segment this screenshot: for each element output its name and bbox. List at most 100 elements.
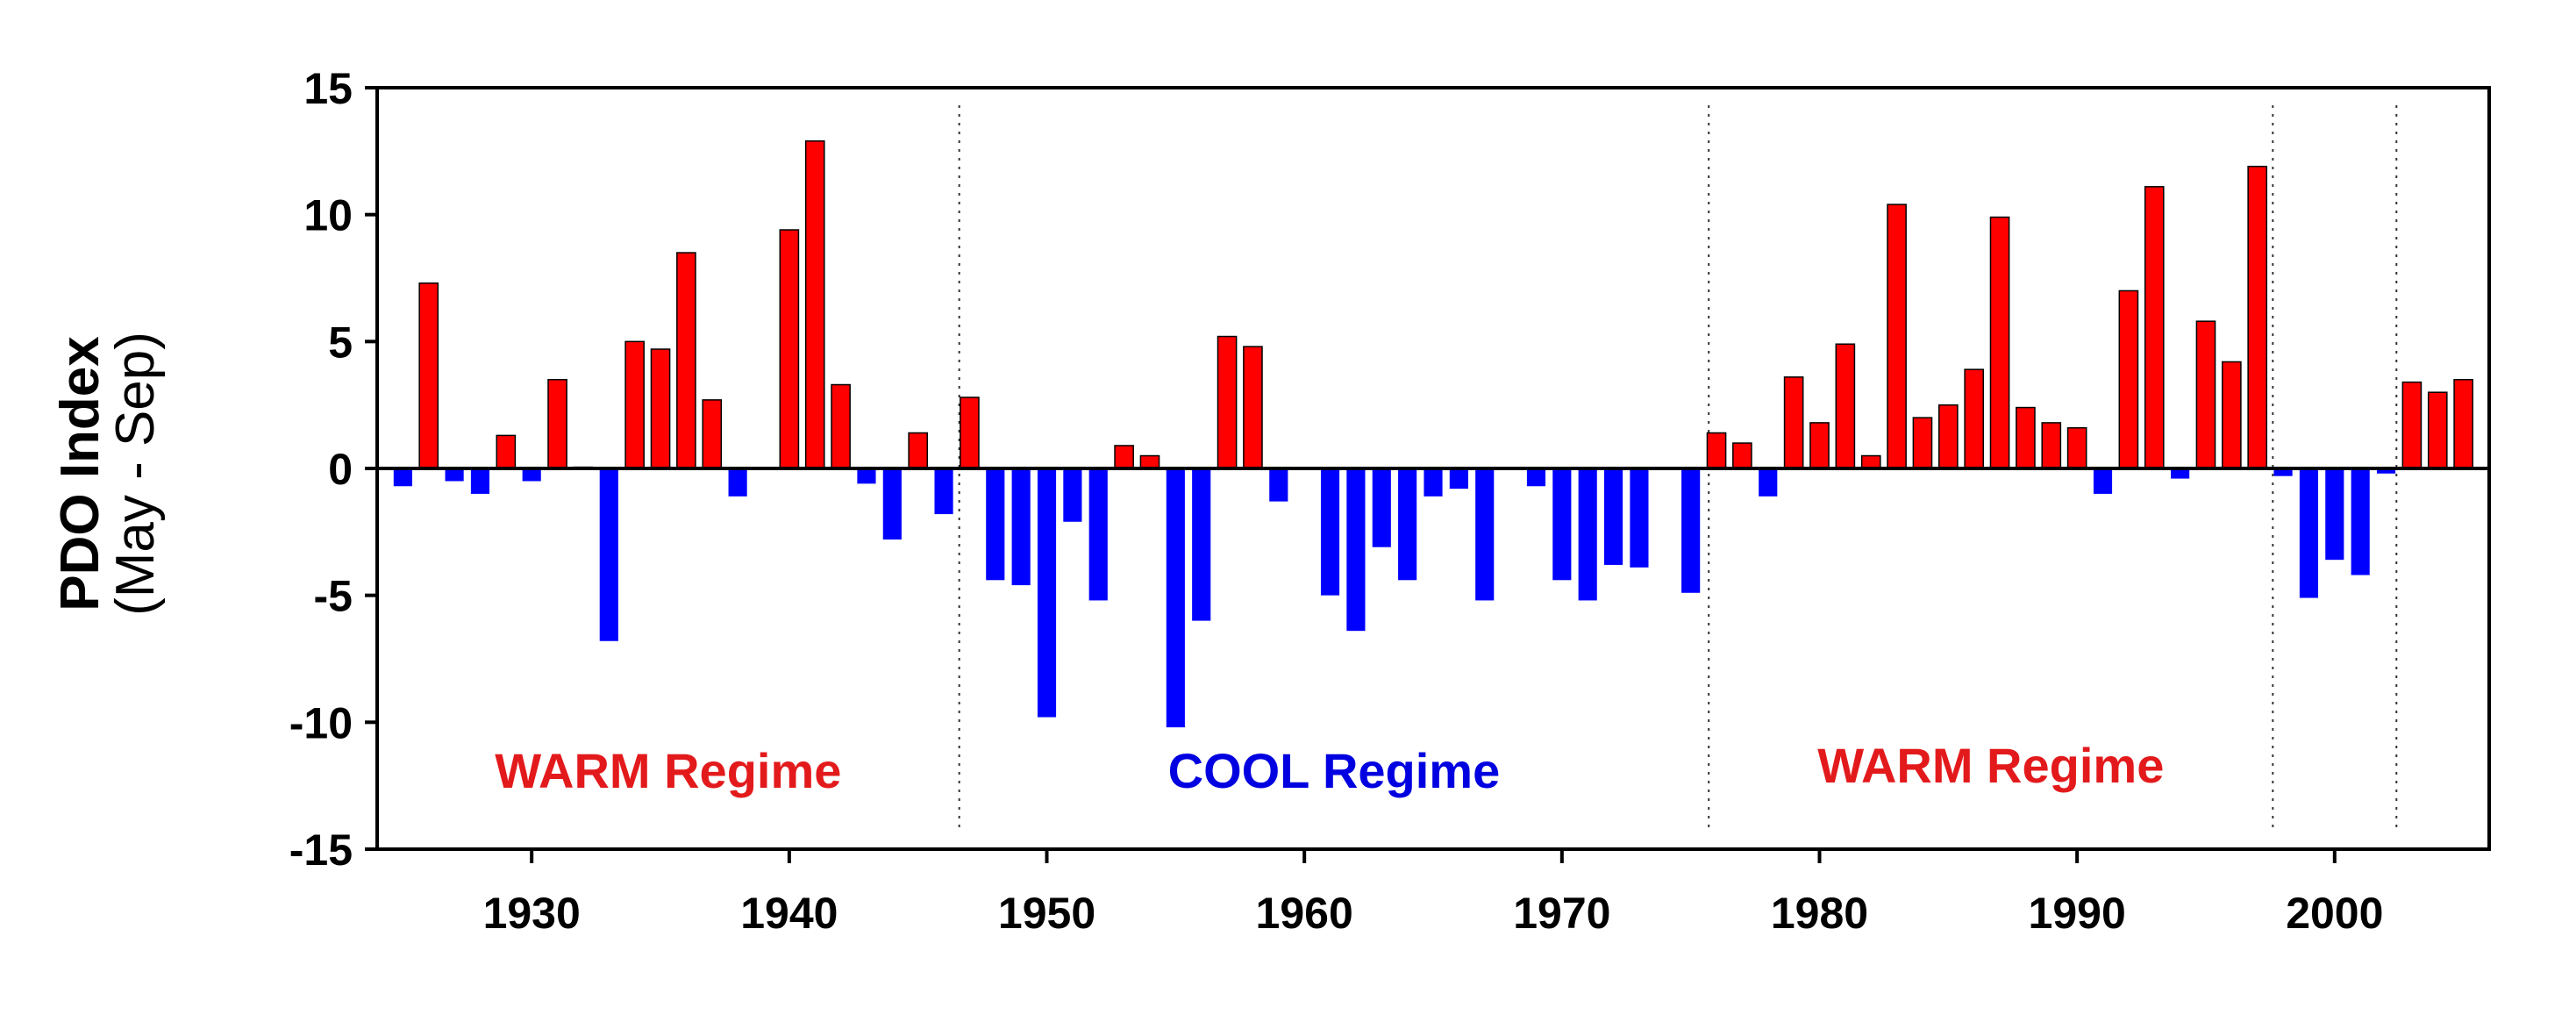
bar-2003: [2401, 381, 2423, 469]
bar-1979: [1783, 376, 1804, 469]
bar-1925: [393, 468, 412, 487]
bar-2005: [2453, 378, 2473, 469]
x-axis-ticks: 1930 1940 1950 1960 1970 1980 1990 2000: [483, 849, 2383, 938]
bar-1946: [934, 468, 953, 515]
bar-1971: [1578, 468, 1597, 601]
bar-1970: [1552, 468, 1572, 581]
bar-1957: [1217, 335, 1238, 469]
bar-1926: [418, 282, 439, 469]
bar-1993: [2144, 186, 2165, 469]
bar-1940: [779, 229, 800, 469]
bar-1990: [2066, 426, 2087, 469]
bar-1997: [2247, 165, 2268, 469]
bar-1959: [1269, 468, 1288, 502]
x-tick-label: 1950: [998, 889, 1095, 938]
bar-1953: [1114, 445, 1134, 469]
y-tick-label: 0: [328, 445, 353, 494]
bar-1992: [2118, 289, 2139, 469]
bar-1984: [1912, 417, 1933, 469]
bar-1936: [676, 252, 696, 469]
y-tick-label: -15: [289, 825, 353, 875]
x-tick-label: 1990: [2029, 889, 2126, 938]
bar-1958: [1243, 346, 1263, 469]
x-tick-label: 1940: [740, 889, 838, 938]
bar-1943: [857, 468, 876, 484]
bar-1927: [445, 468, 464, 482]
bar-1978: [1759, 468, 1778, 497]
bar-1962: [1346, 468, 1366, 632]
bar-1969: [1526, 468, 1546, 487]
bar-1941: [804, 140, 825, 469]
bar-2001: [2351, 468, 2370, 575]
bar-1996: [2222, 361, 2242, 469]
regime-label-warm: WARM Regime: [495, 743, 841, 798]
x-tick-label: 1970: [1513, 889, 1610, 938]
y-tick-label: 10: [303, 191, 353, 240]
bar-1999: [2299, 468, 2319, 598]
y-tick-label: 15: [303, 64, 353, 113]
bar-1945: [908, 432, 929, 469]
bar-1986: [1964, 368, 1985, 469]
bar-1994: [2171, 468, 2190, 479]
bar-1929: [496, 434, 517, 469]
y-tick-label: -10: [289, 698, 353, 747]
bar-1973: [1630, 468, 1649, 568]
x-tick-label: 1960: [1256, 889, 1353, 938]
bar-1942: [831, 383, 851, 469]
bar-1977: [1732, 442, 1752, 469]
regime-dividers: [958, 105, 2398, 832]
bar-2000: [2325, 468, 2344, 561]
bar-1966: [1449, 468, 1468, 489]
x-tick-label: 2000: [2286, 889, 2383, 938]
bar-2004: [2427, 391, 2448, 469]
regime-label-cool: COOL Regime: [1168, 743, 1501, 798]
bar-1935: [650, 348, 671, 469]
bar-1988: [2016, 406, 2036, 469]
bar-1981: [1835, 343, 1856, 469]
bar-1961: [1320, 468, 1340, 596]
bar-1955: [1166, 468, 1185, 728]
bar-1967: [1475, 468, 1495, 601]
bar-1975: [1681, 468, 1701, 593]
x-tick-label: 1930: [483, 889, 581, 938]
bar-1964: [1398, 468, 1417, 581]
x-tick-label: 1980: [1771, 889, 1868, 938]
bar-1950: [1037, 468, 1057, 718]
bar-1995: [2195, 320, 2216, 469]
bar-1980: [1809, 422, 1830, 469]
bar-1991: [2093, 468, 2113, 494]
bar-1983: [1887, 204, 1907, 469]
bar-1985: [1937, 404, 1959, 469]
bar-1930: [522, 468, 541, 482]
bar-1928: [470, 468, 490, 494]
bar-1934: [624, 340, 645, 469]
bar-1949: [1011, 468, 1031, 586]
bar-1931: [547, 378, 567, 469]
bar-1933: [599, 468, 618, 641]
bar-1948: [986, 468, 1005, 581]
y-tick-label: -5: [314, 572, 353, 621]
bar-1954: [1139, 454, 1160, 469]
y-tick-label: 5: [328, 318, 353, 367]
bar-1989: [2041, 422, 2062, 469]
bar-1987: [1989, 216, 2010, 469]
regime-labels: WARM Regime COOL Regime WARM Regime: [495, 738, 2164, 798]
bar-1965: [1424, 468, 1443, 497]
y-axis-ticks: 15 10 5 0 -5 -10 -15: [289, 64, 377, 875]
y-axis-sublabel: (May - Sep): [105, 332, 166, 616]
bar-series: [393, 140, 2473, 728]
bar-2002: [2376, 468, 2396, 474]
bar-1952: [1088, 468, 1108, 601]
regime-label-warm: WARM Regime: [1817, 738, 2164, 793]
bar-1972: [1603, 468, 1623, 565]
bar-1982: [1860, 454, 1881, 469]
bar-1947: [960, 397, 980, 469]
bar-1963: [1372, 468, 1391, 547]
bar-1937: [702, 399, 723, 469]
bar-1944: [882, 468, 902, 540]
y-axis-label: PDO Index: [50, 336, 111, 611]
bar-1951: [1063, 468, 1082, 522]
bar-1998: [2273, 468, 2293, 476]
bar-1938: [728, 468, 747, 497]
